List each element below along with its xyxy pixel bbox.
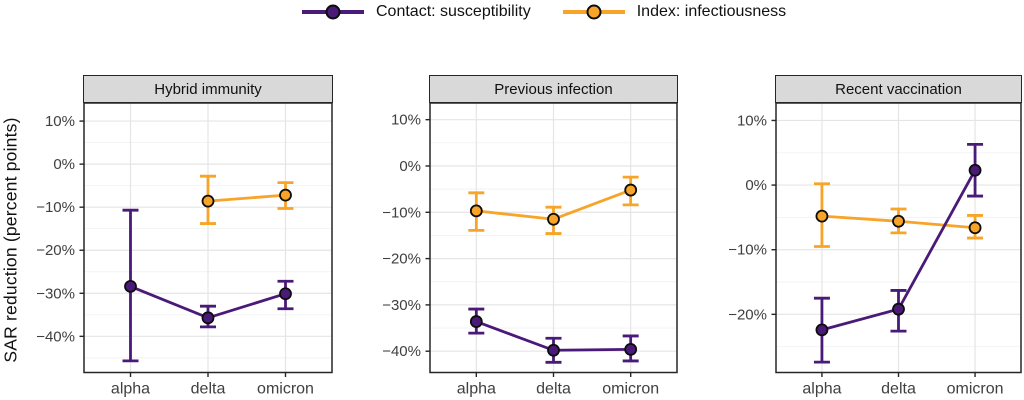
legend-item-contact: Contact: susceptibility [300,1,531,23]
data-point [624,183,638,197]
y-tick-label: −30% [36,285,75,302]
x-tick-label: delta [536,381,571,398]
legend-label: Index: infectiousness [636,3,787,20]
y-tick-label: −10% [382,204,421,221]
facet-strip-recent-vaccination: Recent vaccination [775,75,1022,103]
data-point [469,315,483,328]
data-point [815,209,829,223]
series-line [207,193,286,203]
data-point [968,163,982,177]
data-point [201,311,215,325]
legend-label: Contact: susceptibility [376,3,531,20]
x-tick-label: delta [191,381,226,398]
data-point [547,343,560,357]
facet-strip-hybrid-immunity: Hybrid immunity [83,75,333,103]
y-tick-label: 10% [737,112,767,129]
data-point [124,279,137,293]
x-tick-label: delta [881,381,916,398]
legend-key-point [586,4,602,20]
y-tick-label: −20% [382,251,421,268]
y-tick-label: −20% [728,306,767,323]
contact-series-key-icon [302,4,364,20]
index-series-key-icon [562,4,625,20]
y-tick-label: −10% [36,199,75,216]
y-tick-label: 10% [391,112,421,129]
data-point [624,342,638,356]
data-point [201,194,215,208]
y-tick-label: −30% [382,297,421,314]
data-point [892,214,905,228]
x-tick-label: omicron [947,381,1004,398]
y-tick-label: 0% [399,158,421,175]
y-tick-label: 10% [45,113,75,130]
y-tick-label: −40% [36,328,75,345]
legend-item-index: Index: infectiousness [561,1,786,23]
data-point [469,204,483,218]
chart-legend: Contact: susceptibility Index: infectiou… [300,0,786,24]
x-tick-label: alpha [802,381,841,398]
data-point [892,302,905,316]
y-tick-label: −20% [36,242,75,259]
facet-strip-previous-infection: Previous infection [429,75,678,103]
y-tick-label: −10% [728,242,767,259]
x-tick-label: omicron [602,381,659,398]
legend-key-point [325,4,341,20]
x-tick-label: omicron [257,381,314,398]
y-tick-label: −40% [382,343,421,360]
x-tick-label: alpha [111,381,150,398]
x-tick-label: alpha [457,381,496,398]
data-point [279,287,292,301]
data-point [815,323,829,337]
data-point [968,221,982,235]
data-point [279,188,292,202]
y-tick-label: 0% [53,156,75,173]
data-point [547,212,560,226]
y-tick-label: 0% [745,177,767,194]
